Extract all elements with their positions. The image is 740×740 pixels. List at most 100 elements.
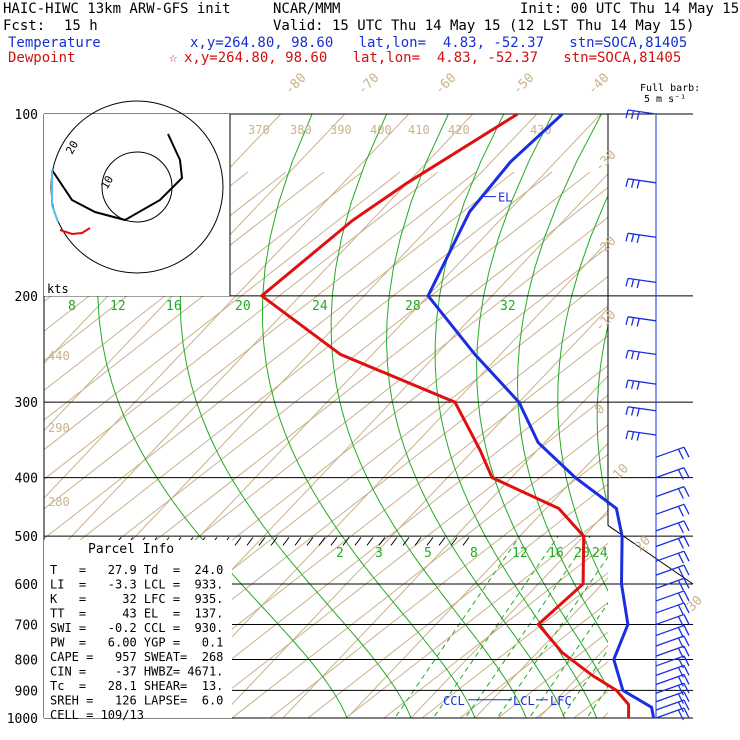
wind-barb [625,109,657,120]
mixing-ratio-label-lower: 12 [512,546,528,561]
theta-label: 410 [408,123,430,137]
hash-mark [450,537,458,546]
parcel-info-row: PW = 6.00 YGP = 0.1 [50,636,223,650]
parcel-info-row: CAPE = 957 SWEAT= 268 [50,650,223,664]
theta-label: 380 [290,123,312,137]
fcst-label: Fcst: [3,18,46,34]
isotherm-line [410,509,608,718]
wind-barb [655,664,690,678]
dry-adiabat-line [44,171,439,480]
mixing-ratio-label-lower: 24 [592,546,608,561]
isotherm-line [346,442,608,718]
dewpoint-legend: Dewpoint [8,50,76,66]
mixing-ratio-label-upper: 20 [235,299,251,314]
parcel-info-panel: Parcel Info T = 27.9 Td = 24.0LI = -3.3 L… [44,540,232,722]
isotherm-label: -60 [432,71,459,98]
dry-adiabat-line [535,661,608,718]
isotherm-line [719,101,740,731]
pressure-tick-label: 100 [15,108,38,123]
mixing-ratio-line [586,686,608,718]
hodograph-trace-cyan [51,170,59,223]
moist-adiabat-curve [386,114,566,718]
isotherm-label: -10 [592,308,619,335]
wind-barb [625,349,657,361]
mixing-ratio-label-upper: 16 [166,299,182,314]
pressure-tick-label: 300 [15,396,38,411]
pressure-tick-label: 200 [15,290,38,305]
mixing-ratio-line [394,535,521,718]
parcel-info-row: SWI = -0.2 CCL = 930. [50,621,223,635]
hash-mark [282,537,290,546]
lfc-marker-label: LFC [550,694,572,708]
dry-adiabat-line [155,364,608,718]
hash-mark [402,537,410,546]
mixing-ratio-label-upper: 8 [68,299,76,314]
mixing-ratio-label-upper: 24 [312,299,328,314]
parcel-info-row: SREH = 126 LAPSE= 6.0 [50,694,223,708]
theta-label: 370 [248,123,270,137]
hash-mark [426,537,434,546]
hash-mark [318,537,326,546]
wind-barb [655,691,690,705]
wind-barb [625,232,657,244]
hodograph-ring-label: 20 [63,139,81,157]
hash-mark [366,537,374,546]
barb-key-line2: 5 m s⁻¹ [644,94,687,105]
dewpoint-profile-line [259,112,631,718]
theta-label: 430 [530,123,552,137]
dry-adiabat-line [44,171,553,569]
hash-mark [246,537,254,546]
wind-barb [655,520,690,534]
temperature-legend: Temperature [8,35,101,51]
dry-adiabat-line [345,513,608,718]
dry-adiabat-line [44,171,401,451]
isotherm-line [655,101,740,731]
pressure-tick-label: 400 [15,472,38,487]
wind-barb [655,550,690,564]
dry-adiabat-line [193,394,608,718]
dewpoint-location: x,y=264.80, 98.60 lat,lon= 4.83, -52.37 … [184,50,682,66]
parcel-info-row: Tc = 28.1 SHEAR= 13. [50,679,223,693]
theta-label: 420 [448,123,470,137]
wind-barb [655,535,690,549]
hash-mark [414,537,422,546]
wind-barb [655,467,690,480]
wind-barb [655,577,690,591]
hash-mark [258,537,266,546]
parcel-info-row: CELL = 109/13 [50,708,144,722]
wind-barb [625,178,657,189]
dry-adiabat-line [44,171,477,510]
hodograph-trace-black [51,133,184,222]
pressure-tick-label: 800 [15,653,38,668]
dry-adiabat-line [612,172,740,718]
dry-adiabat-line [44,171,591,599]
hash-mark [462,537,470,546]
moist-adiabat-curve [557,194,608,592]
wind-barb [655,673,690,687]
isotherm-line [282,375,608,718]
wind-barb [655,602,690,616]
theta-label: 440 [48,349,70,363]
pressure-tick-label: 700 [15,618,38,633]
isotherm-line [44,114,346,432]
dry-adiabat-line [421,572,608,718]
mixing-ratio-label-lower: 8 [470,546,478,561]
wind-barb [655,503,690,517]
hodograph: 10 20 kts [44,100,231,296]
pressure-tick-label: 500 [15,530,38,545]
mixing-ratio-label-lower: 5 [424,546,432,561]
hash-mark [234,537,242,546]
hash-mark [342,537,350,546]
moist-adiabat-curve [596,323,608,509]
pressure-tick-label: 1000 [7,712,38,727]
theta-label: 290 [48,421,70,435]
mixing-ratio-label-upper: 28 [405,299,421,314]
isotherm-line [474,577,608,718]
dry-adiabat-line [650,172,740,718]
wind-barb [625,379,657,390]
lcl-marker-label: LCL [513,694,535,708]
dry-adiabat-line [307,483,608,718]
wind-barb [655,590,690,604]
isotherm-label: -50 [510,71,537,98]
